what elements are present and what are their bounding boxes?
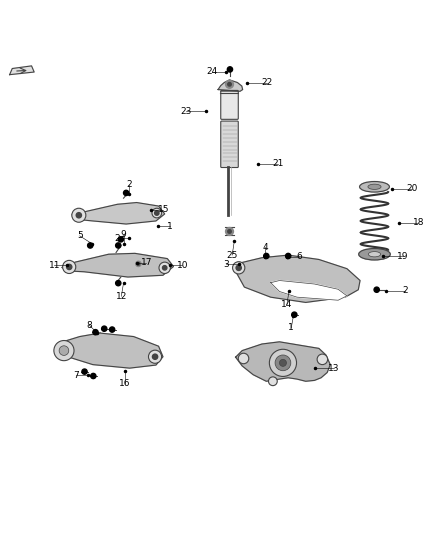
Text: 9: 9 <box>120 230 127 239</box>
Circle shape <box>275 355 291 371</box>
Polygon shape <box>10 66 34 75</box>
Ellipse shape <box>368 184 381 189</box>
Text: 17: 17 <box>141 259 152 268</box>
Circle shape <box>54 341 74 361</box>
Polygon shape <box>56 333 163 368</box>
Text: 11: 11 <box>49 261 60 270</box>
Circle shape <box>137 263 140 265</box>
Text: 12: 12 <box>116 292 127 301</box>
Text: 13: 13 <box>328 364 339 373</box>
Circle shape <box>152 354 158 359</box>
Circle shape <box>82 369 87 374</box>
Circle shape <box>226 228 233 236</box>
Ellipse shape <box>360 182 389 192</box>
Circle shape <box>228 230 231 233</box>
Circle shape <box>286 253 291 259</box>
Text: 3: 3 <box>223 260 230 269</box>
Text: 5: 5 <box>77 231 83 240</box>
Text: 7: 7 <box>73 370 79 379</box>
Polygon shape <box>72 203 165 224</box>
Text: 2: 2 <box>127 180 132 189</box>
Circle shape <box>102 326 107 332</box>
Circle shape <box>93 329 98 335</box>
Circle shape <box>162 265 167 270</box>
Text: 2: 2 <box>402 286 407 295</box>
Circle shape <box>88 243 93 248</box>
Circle shape <box>67 264 72 270</box>
Text: 25: 25 <box>226 251 238 260</box>
Circle shape <box>292 312 297 317</box>
Circle shape <box>136 261 141 266</box>
Text: 19: 19 <box>397 252 409 261</box>
Circle shape <box>238 353 249 364</box>
Text: 4: 4 <box>262 243 268 252</box>
Text: 1: 1 <box>288 324 294 332</box>
Circle shape <box>63 260 76 273</box>
Polygon shape <box>233 255 360 302</box>
Circle shape <box>227 67 233 72</box>
Circle shape <box>116 280 121 286</box>
Circle shape <box>228 83 231 86</box>
Polygon shape <box>62 253 173 277</box>
Circle shape <box>374 287 379 292</box>
Text: 18: 18 <box>413 218 424 227</box>
Text: 23: 23 <box>180 107 192 116</box>
Circle shape <box>116 243 121 248</box>
FancyBboxPatch shape <box>221 121 238 167</box>
FancyBboxPatch shape <box>221 91 238 119</box>
Text: 8: 8 <box>86 321 92 330</box>
Circle shape <box>226 80 233 88</box>
Text: 20: 20 <box>406 184 417 193</box>
Circle shape <box>317 354 328 365</box>
Polygon shape <box>271 280 347 300</box>
Circle shape <box>152 208 162 218</box>
Circle shape <box>279 359 286 366</box>
Text: 14: 14 <box>281 300 293 309</box>
Text: 1: 1 <box>167 222 173 231</box>
Circle shape <box>236 265 241 270</box>
Text: 15: 15 <box>158 205 169 214</box>
Text: 21: 21 <box>272 159 284 168</box>
Text: 16: 16 <box>119 379 131 389</box>
Ellipse shape <box>368 252 381 257</box>
Circle shape <box>124 190 129 196</box>
Polygon shape <box>236 342 330 381</box>
Circle shape <box>110 327 115 332</box>
Circle shape <box>269 349 297 376</box>
Text: 22: 22 <box>261 78 273 87</box>
Circle shape <box>233 262 245 274</box>
Text: 24: 24 <box>207 67 218 76</box>
Circle shape <box>148 350 162 364</box>
Circle shape <box>264 253 269 259</box>
Circle shape <box>76 213 81 218</box>
Text: 2: 2 <box>114 233 120 243</box>
Circle shape <box>159 262 170 273</box>
Text: 10: 10 <box>177 261 188 270</box>
Circle shape <box>155 211 159 215</box>
Circle shape <box>72 208 86 222</box>
Polygon shape <box>218 80 243 91</box>
Text: 6: 6 <box>296 252 302 261</box>
Circle shape <box>91 374 96 378</box>
Ellipse shape <box>359 248 390 260</box>
Circle shape <box>118 237 124 242</box>
Circle shape <box>268 377 277 386</box>
Circle shape <box>59 346 69 356</box>
